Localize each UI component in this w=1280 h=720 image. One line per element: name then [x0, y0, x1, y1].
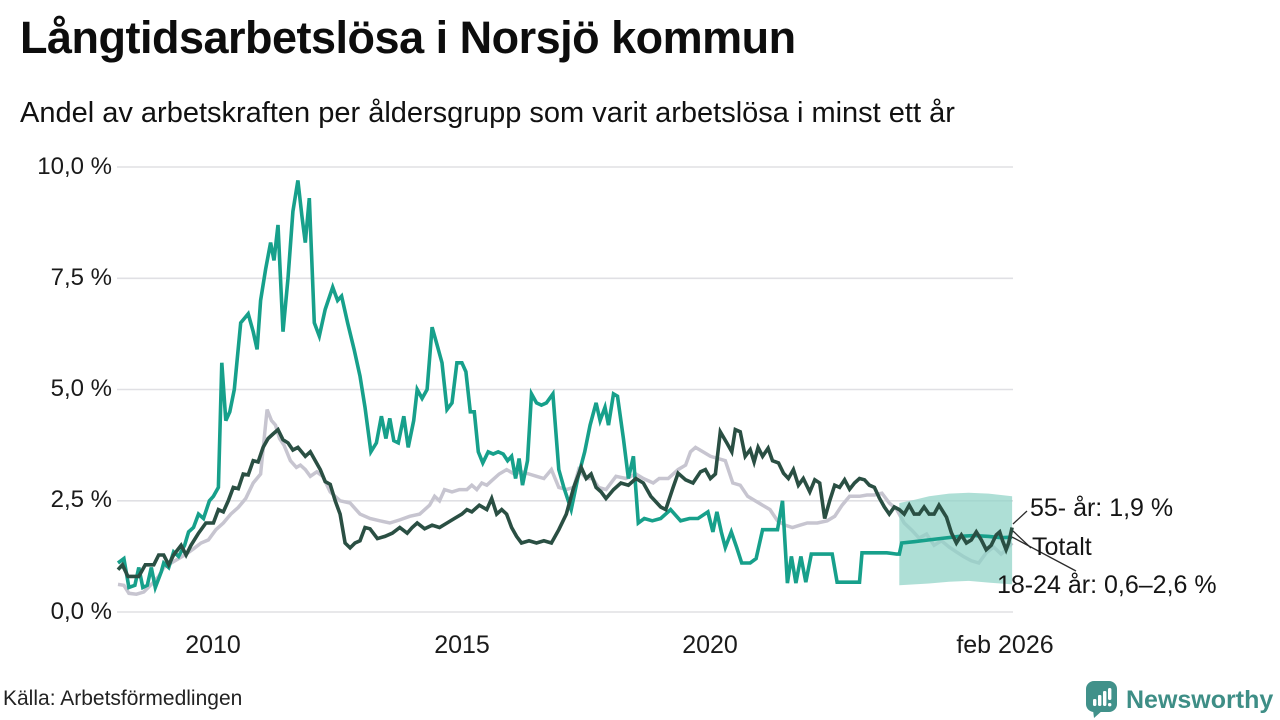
- y-tick-label: 7,5 %: [50, 264, 112, 291]
- x-tick-label: feb 2026: [956, 631, 1054, 659]
- annotation-leader-lines: [1011, 510, 1077, 572]
- leader-youth: [1011, 536, 1077, 572]
- newsworthy-logo-icon: [1086, 681, 1117, 718]
- y-tick-label: 0,0 %: [50, 598, 112, 625]
- y-tick-label: 5,0 %: [50, 375, 112, 402]
- leader-older: [1012, 510, 1028, 525]
- gridlines: [117, 166, 1013, 613]
- newsworthy-wordmark: Newsworthy: [1126, 685, 1274, 714]
- series-label-totalt: Totalt: [1032, 533, 1092, 561]
- series-18-24-line: [116, 180, 1013, 594]
- page-subtitle: Andel av arbetskraften per åldersgrupp s…: [20, 97, 955, 129]
- source-note: Källa: Arbetsförmedlingen: [3, 687, 243, 710]
- x-tick-label: 2020: [682, 631, 738, 659]
- x-tick-label: 2015: [434, 631, 490, 659]
- page-title: Långtidsarbetslösa i Norsjö kommun: [20, 12, 796, 63]
- y-tick-label: 10,0 %: [37, 153, 112, 180]
- series-label-18-24: 18-24 år: 0,6–2,6 %: [997, 571, 1217, 599]
- newsworthy-brand: Newsworthy: [1085, 680, 1273, 718]
- series-label-55: 55- år: 1,9 %: [1030, 494, 1174, 522]
- y-tick-label: 2,5 %: [50, 486, 112, 513]
- series-55-line: [116, 426, 1014, 579]
- series-totalt-line: [117, 408, 1014, 596]
- x-tick-label: 2010: [185, 631, 241, 659]
